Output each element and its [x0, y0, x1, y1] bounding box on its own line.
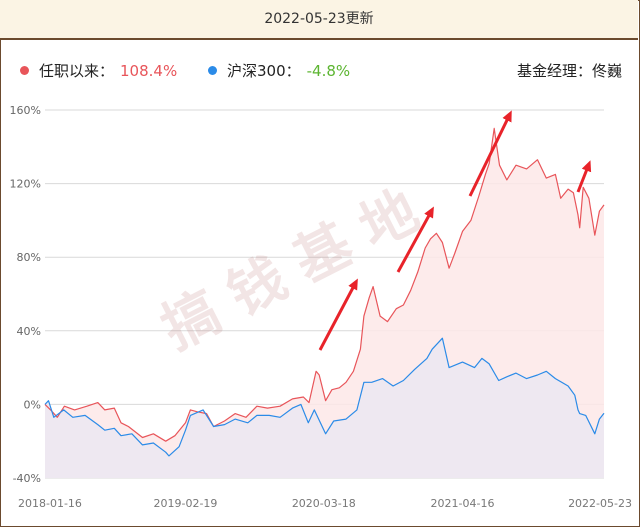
legend-fund-name: 任职以来：: [39, 62, 115, 80]
legend-index-value: -4.8%: [306, 61, 351, 80]
x-axis-ticks: 2018-01-16 2019-02-19 2020-03-18 2021-04-16…: [18, 497, 632, 510]
legend-item-index[interactable]: 沪深300： -4.8%: [208, 60, 350, 81]
y-axis-ticks: 160% 120% 80% 40% 0% -40%: [10, 104, 41, 485]
y-tick-label: 120%: [10, 178, 41, 191]
series-lines: [44, 127, 605, 457]
index-series-dot-icon: [208, 66, 217, 75]
legend-fund-value: 108.4%: [120, 61, 178, 80]
update-date-header: 2022-05-23更新: [0, 0, 638, 40]
x-tick-label: 2021-04-16: [431, 497, 495, 510]
series-area-1: [45, 338, 604, 478]
y-tick-label: 160%: [10, 104, 41, 117]
trend-arrow: [468, 110, 512, 197]
y-tick-label: -40%: [13, 472, 41, 485]
trend-arrow: [576, 160, 592, 193]
y-tick-label: 40%: [17, 325, 41, 338]
update-date-label: 2022-05-23更新: [264, 11, 374, 27]
x-tick-label: 2018-01-16: [18, 497, 82, 510]
x-tick-label: 2022-05-23: [568, 497, 632, 510]
series-areas: [45, 128, 604, 478]
fund-manager-label: 基金经理：: [516, 62, 592, 80]
y-tick-label: 0%: [24, 398, 41, 411]
fund-series-dot-icon: [20, 66, 29, 75]
fund-manager-name: 佟巍: [591, 62, 622, 80]
legend-item-fund[interactable]: 任职以来： 108.4%: [20, 60, 177, 81]
y-tick-label: 80%: [17, 251, 41, 264]
trend-arrows: [318, 110, 592, 351]
series-line-1: [44, 337, 605, 457]
legend-index-name: 沪深300：: [227, 62, 301, 80]
series-line-0: [44, 127, 605, 442]
trend-arrow: [396, 206, 434, 273]
fund-manager: 基金经理：佟巍: [517, 60, 622, 81]
x-tick-label: 2020-03-18: [292, 497, 356, 510]
trend-arrow: [318, 278, 358, 351]
x-tick-label: 2019-02-19: [153, 497, 217, 510]
